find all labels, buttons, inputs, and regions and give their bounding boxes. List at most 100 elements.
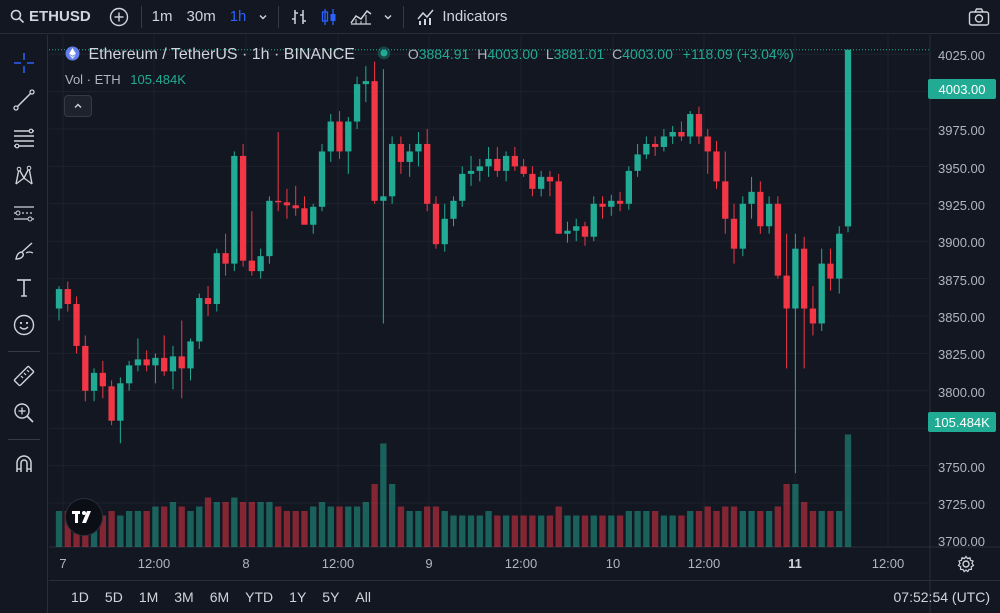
utc-clock[interactable]: 07:52:54 (UTC)	[893, 589, 990, 605]
area-chart-icon	[349, 7, 373, 27]
zoom-tool[interactable]	[0, 398, 48, 428]
candle-body	[125, 365, 133, 384]
candle-body	[836, 233, 843, 279]
price-axis-label: 3900.00	[938, 235, 985, 250]
candle-body	[748, 191, 755, 204]
projection-tool[interactable]	[0, 198, 48, 228]
volume-bar	[397, 506, 405, 547]
magnet-tool[interactable]	[0, 449, 48, 479]
range-5y[interactable]: 5Y	[322, 589, 340, 605]
candle-body	[55, 289, 63, 309]
interval-dropdown[interactable]	[258, 0, 268, 34]
range-1d[interactable]: 1D	[71, 589, 89, 605]
price-axis-label: 3800.00	[938, 385, 985, 400]
fib-tool[interactable]	[0, 123, 48, 153]
volume-bar	[573, 515, 580, 547]
volume-bar	[424, 506, 431, 547]
indicators-button[interactable]: Indicators	[416, 0, 507, 34]
candle-body	[161, 357, 168, 372]
volume-bar	[529, 515, 536, 547]
range-1y[interactable]: 1Y	[289, 589, 307, 605]
candle-body	[809, 308, 817, 324]
candle-body	[757, 191, 764, 227]
volume-bar	[239, 502, 247, 547]
interval-30m[interactable]: 30m	[186, 8, 216, 25]
collapse-legend-button[interactable]	[64, 95, 92, 117]
candle-body	[827, 263, 834, 279]
emoji-tool[interactable]	[0, 310, 48, 340]
interval-1h[interactable]: 1h	[229, 8, 247, 25]
trend-line-tool[interactable]	[0, 85, 48, 115]
volume-bar	[371, 484, 378, 547]
volume-bar	[581, 515, 589, 547]
range-6m[interactable]: 6M	[209, 589, 230, 605]
candle-body	[792, 248, 799, 309]
range-3m[interactable]: 3M	[174, 589, 194, 605]
volume-bar	[204, 497, 212, 547]
measure-tool[interactable]	[0, 361, 48, 391]
chart-type-candles[interactable]	[319, 0, 339, 34]
crosshair-tool[interactable]	[0, 48, 48, 78]
price-axis-label: 3950.00	[938, 161, 985, 176]
time-axis-label: 8	[242, 556, 250, 571]
volume-bar	[687, 511, 694, 547]
brush-tool[interactable]	[0, 236, 48, 266]
chart-type-bars[interactable]	[289, 0, 309, 34]
chart-type-dropdown[interactable]	[383, 0, 393, 34]
toolbar-divider	[140, 5, 142, 28]
close-value: 4003.00	[622, 46, 673, 62]
range-ytd[interactable]: YTD	[245, 589, 274, 605]
candle-body	[844, 49, 852, 227]
candle-body	[730, 218, 738, 249]
smiley-icon	[12, 313, 36, 337]
fib-retracement-icon	[12, 126, 36, 150]
candle-body	[678, 131, 685, 137]
volume-bar	[765, 511, 773, 547]
volume-bar	[301, 511, 308, 547]
volume-bar	[275, 506, 282, 547]
chart-type-area[interactable]	[349, 0, 373, 34]
price-chart[interactable]	[49, 35, 1000, 613]
price-axis-label: 3750.00	[938, 460, 985, 475]
gear-icon	[957, 555, 975, 573]
volume-bar	[380, 443, 387, 547]
snapshot-button[interactable]	[968, 0, 990, 34]
volume-bar	[757, 511, 764, 547]
candle-body	[310, 206, 317, 225]
candle-body	[345, 121, 352, 152]
volume-bar	[643, 511, 650, 547]
candle-body	[292, 205, 299, 209]
candle-body	[64, 289, 71, 305]
candle-body	[774, 203, 782, 276]
range-1m[interactable]: 1M	[138, 589, 159, 605]
symbol-title[interactable]: Ethereum / TetherUS · 1h · BINANCE	[88, 46, 355, 63]
symbol-legend: Ethereum / TetherUS · 1h · BINANCE O3884…	[65, 46, 794, 66]
toolbar-divider	[278, 5, 280, 28]
range-all[interactable]: All	[355, 589, 371, 605]
tradingview-logo[interactable]	[65, 498, 103, 536]
pattern-tool[interactable]	[0, 161, 48, 191]
chevron-up-icon	[73, 101, 83, 111]
chart-pane[interactable]: Ethereum / TetherUS · 1h · BINANCE O3884…	[49, 35, 1000, 613]
candle-body	[616, 200, 624, 204]
volume-bar	[388, 484, 396, 547]
price-axis-label: 3725.00	[938, 497, 985, 512]
volume-bar	[257, 502, 264, 547]
interval-1m[interactable]: 1m	[151, 8, 173, 25]
bottom-toolbar: 1D 5D 1M 3M 6M YTD 1Y 5Y All 07:52:54 (U…	[49, 580, 1000, 613]
volume-bar	[634, 511, 641, 547]
volume-bar	[161, 506, 168, 547]
volume-bar	[248, 502, 256, 547]
volume-bar	[538, 515, 545, 547]
volume-bar	[222, 502, 229, 547]
volume-bar	[178, 506, 185, 547]
price-axis-label: 3975.00	[938, 123, 985, 138]
volume-bar	[292, 511, 299, 547]
symbol-search[interactable]: ETHUSD	[10, 0, 91, 34]
axis-settings-button[interactable]	[957, 555, 975, 578]
text-tool[interactable]	[0, 273, 48, 303]
range-5d[interactable]: 5D	[104, 589, 123, 605]
volume-bar	[669, 515, 676, 547]
xabcd-pattern-icon	[12, 164, 36, 188]
compare-add-button[interactable]	[109, 0, 129, 34]
